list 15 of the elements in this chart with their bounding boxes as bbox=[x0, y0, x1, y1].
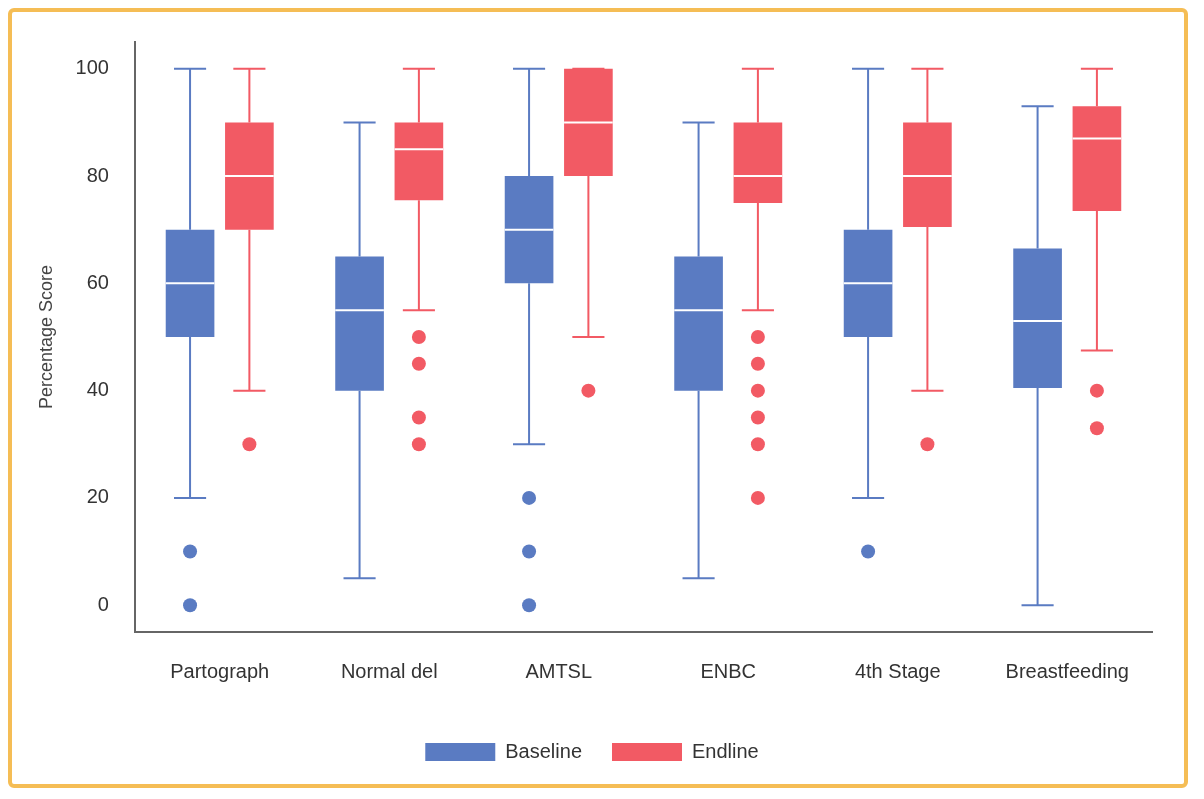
x-tick-label: 4th Stage bbox=[854, 659, 941, 682]
x-tick-label: AMTSL bbox=[525, 659, 593, 682]
y-axis-title: Percentage Score bbox=[35, 264, 56, 410]
legend-label: Baseline bbox=[505, 739, 582, 762]
y-tick-label: 40 bbox=[86, 378, 109, 401]
y-tick-label: 20 bbox=[86, 485, 109, 508]
x-tick-label: Breastfeeding bbox=[1005, 659, 1129, 682]
y-tick-label: 60 bbox=[86, 270, 109, 293]
x-tick-label: Partograph bbox=[170, 659, 270, 682]
y-tick-label: 100 bbox=[75, 56, 109, 79]
x-tick-label: ENBC bbox=[700, 659, 757, 682]
y-tick-label: 80 bbox=[86, 163, 109, 186]
legend-label: Endline bbox=[692, 739, 759, 762]
y-tick-label: 0 bbox=[97, 592, 109, 615]
x-tick-label: Normal del bbox=[340, 659, 438, 682]
